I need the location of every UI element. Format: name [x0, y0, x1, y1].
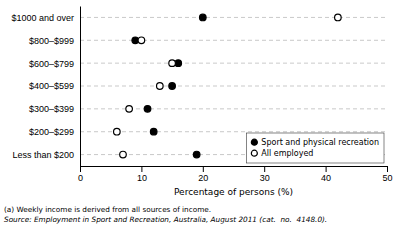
x-tick-mark [326, 166, 327, 172]
dot [169, 60, 176, 67]
x-tick-label: 20 [198, 173, 208, 183]
x-tick-label: 40 [321, 173, 331, 183]
x-tick: 40 [321, 166, 331, 183]
dot [335, 14, 342, 21]
y-tick: $300–$399 [29, 104, 80, 114]
x-tick: 0 [78, 166, 83, 183]
dot [144, 106, 151, 113]
x-tick-label: 10 [137, 173, 147, 183]
x-tick: 50 [382, 166, 392, 183]
dot [150, 128, 157, 135]
dot [114, 128, 121, 135]
y-tick: $800–$999 [29, 36, 80, 46]
legend-symbol [251, 150, 257, 156]
grid-line [80, 86, 387, 87]
y-axis: Less than $200 $200–$299 $300–$399 $400–$59… [11, 7, 80, 167]
x-tick: 20 [198, 166, 208, 183]
chart-svg: 0 10 20 30 40 50 Less than $200 $200–$299 $300–$… [0, 0, 397, 227]
footnote: (a) Weekly income is derived from all so… [4, 205, 211, 214]
legend-item: Sport and physical recreation [251, 138, 379, 147]
plot-area: 0 10 20 30 40 50 Less than $200 $200–$299 $300–$… [11, 7, 392, 184]
y-tick: $600–$799 [29, 59, 80, 69]
y-tick-label: $400–$599 [29, 81, 74, 91]
dot [157, 83, 164, 90]
series [132, 14, 206, 158]
dot [169, 83, 176, 90]
y-tick-label: $300–$399 [29, 104, 74, 114]
y-tick-label: $600–$799 [29, 59, 74, 69]
legend: Sport and physical recreation All employe… [246, 133, 384, 163]
x-tick-label: 0 [78, 173, 83, 183]
y-tick-label: Less than $200 [12, 150, 74, 160]
y-axis-line [80, 7, 81, 167]
grid-line [80, 40, 387, 41]
x-axis-title: Percentage of persons (%) [174, 187, 293, 197]
x-tick-mark [264, 166, 265, 172]
x-tick-mark [80, 166, 81, 172]
y-tick-label: $800–$999 [29, 36, 74, 46]
legend-item: All employed [251, 149, 313, 158]
legend-label: All employed [261, 149, 313, 158]
y-tick: Less than $200 [12, 150, 80, 160]
x-axis-line [81, 167, 388, 173]
dot [120, 151, 127, 158]
legend-label: Sport and physical recreation [261, 138, 379, 147]
y-tick-label: $200–$299 [29, 127, 74, 137]
y-tick: $400–$599 [29, 81, 80, 91]
x-tick: 30 [260, 166, 270, 183]
chart-container: 0 10 20 30 40 50 Less than $200 $200–$299 $300–$… [0, 0, 397, 227]
footnote: Source: Employment in Sport and Recreati… [4, 215, 327, 224]
legend-box [246, 133, 384, 163]
x-tick: 10 [137, 166, 147, 183]
dot [126, 106, 133, 113]
grid-line [80, 131, 387, 132]
x-tick-mark [387, 166, 388, 172]
y-tick: $200–$299 [29, 127, 80, 137]
dot [193, 151, 200, 158]
legend-symbol [251, 139, 257, 145]
x-tick-label: 50 [382, 173, 392, 183]
grid-line [80, 63, 387, 64]
dot [138, 37, 145, 44]
x-axis: 0 10 20 30 40 50 [78, 166, 393, 183]
y-tick-label: $1000 and over [11, 13, 74, 23]
x-tick-mark [141, 166, 142, 172]
x-tick-label: 30 [260, 173, 270, 183]
dot [200, 14, 207, 21]
x-tick-mark [203, 166, 204, 172]
y-tick: $1000 and over [11, 13, 80, 23]
